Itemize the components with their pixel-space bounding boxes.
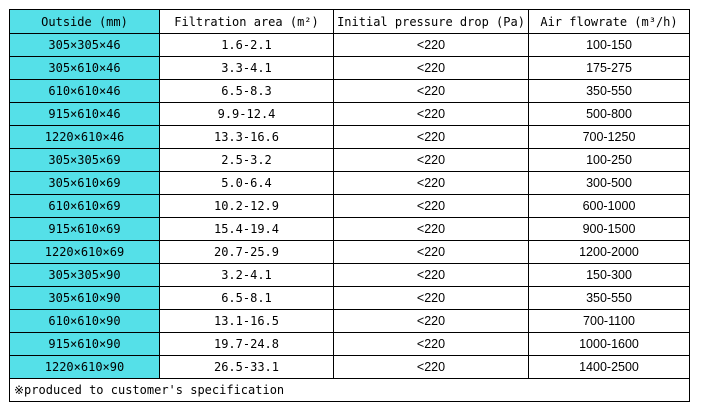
cell-pressure-drop: <220: [333, 263, 529, 287]
header-pressure-drop: Initial pressure drop (Pa): [333, 9, 529, 34]
cell-pressure-drop: <220: [333, 171, 529, 195]
cell-pressure-drop: <220: [333, 148, 529, 172]
cell-outside-dimensions: 610×610×69: [9, 194, 160, 218]
cell-outside-dimensions: 915×610×69: [9, 217, 160, 241]
cell-filtration-area: 19.7-24.8: [159, 332, 334, 356]
cell-outside-dimensions: 610×610×46: [9, 79, 160, 103]
table-row: 610×610×69 10.2-12.9 <220 600-1000: [9, 194, 690, 218]
cell-outside-dimensions: 305×610×46: [9, 56, 160, 80]
cell-pressure-drop: <220: [333, 194, 529, 218]
cell-air-flowrate: 1400-2500: [528, 355, 690, 379]
cell-outside-dimensions: 305×610×69: [9, 171, 160, 195]
cell-filtration-area: 6.5-8.3: [159, 79, 334, 103]
specification-note: ※produced to customer's specification: [9, 378, 690, 402]
cell-outside-dimensions: 305×305×90: [9, 263, 160, 287]
cell-outside-dimensions: 305×305×69: [9, 148, 160, 172]
cell-filtration-area: 10.2-12.9: [159, 194, 334, 218]
header-filtration-area: Filtration area (m²): [159, 9, 334, 34]
table-row: 915×610×69 15.4-19.4 <220 900-1500: [9, 217, 690, 241]
cell-filtration-area: 9.9-12.4: [159, 102, 334, 126]
cell-pressure-drop: <220: [333, 79, 529, 103]
table-row: 305×610×46 3.3-4.1 <220 175-275: [9, 56, 690, 80]
cell-pressure-drop: <220: [333, 102, 529, 126]
cell-air-flowrate: 350-550: [528, 79, 690, 103]
cell-air-flowrate: 700-1100: [528, 309, 690, 333]
cell-air-flowrate: 900-1500: [528, 217, 690, 241]
table-row: 1220×610×46 13.3-16.6 <220 700-1250: [9, 125, 690, 149]
cell-filtration-area: 20.7-25.9: [159, 240, 334, 264]
cell-outside-dimensions: 610×610×90: [9, 309, 160, 333]
table-row: 305×610×90 6.5-8.1 <220 350-550: [9, 286, 690, 310]
table-row: 305×610×69 5.0-6.4 <220 300-500: [9, 171, 690, 195]
table-row: 305×305×90 3.2-4.1 <220 150-300: [9, 263, 690, 287]
table-row: 610×610×46 6.5-8.3 <220 350-550: [9, 79, 690, 103]
cell-pressure-drop: <220: [333, 355, 529, 379]
cell-pressure-drop: <220: [333, 332, 529, 356]
cell-air-flowrate: 100-150: [528, 33, 690, 57]
cell-air-flowrate: 300-500: [528, 171, 690, 195]
cell-filtration-area: 5.0-6.4: [159, 171, 334, 195]
table-row: 1220×610×69 20.7-25.9 <220 1200-2000: [9, 240, 690, 264]
cell-filtration-area: 3.3-4.1: [159, 56, 334, 80]
cell-outside-dimensions: 1220×610×46: [9, 125, 160, 149]
cell-air-flowrate: 500-800: [528, 102, 690, 126]
cell-pressure-drop: <220: [333, 217, 529, 241]
cell-outside-dimensions: 305×305×46: [9, 33, 160, 57]
table-row: 305×305×46 1.6-2.1 <220 100-150: [9, 33, 690, 57]
cell-filtration-area: 2.5-3.2: [159, 148, 334, 172]
cell-air-flowrate: 1200-2000: [528, 240, 690, 264]
cell-filtration-area: 13.3-16.6: [159, 125, 334, 149]
table-row: 915×610×90 19.7-24.8 <220 1000-1600: [9, 332, 690, 356]
cell-air-flowrate: 100-250: [528, 148, 690, 172]
cell-air-flowrate: 175-275: [528, 56, 690, 80]
cell-pressure-drop: <220: [333, 240, 529, 264]
header-air-flowrate: Air flowrate (m³/h): [528, 9, 690, 34]
cell-filtration-area: 26.5-33.1: [159, 355, 334, 379]
cell-air-flowrate: 350-550: [528, 286, 690, 310]
cell-air-flowrate: 700-1250: [528, 125, 690, 149]
cell-outside-dimensions: 305×610×90: [9, 286, 160, 310]
cell-filtration-area: 1.6-2.1: [159, 33, 334, 57]
cell-air-flowrate: 150-300: [528, 263, 690, 287]
filter-spec-table: Outside (mm) Filtration area (m²) Initia…: [9, 9, 690, 402]
table-body: Outside (mm) Filtration area (m²) Initia…: [9, 9, 690, 402]
cell-filtration-area: 6.5-8.1: [159, 286, 334, 310]
cell-filtration-area: 15.4-19.4: [159, 217, 334, 241]
table-row: 305×305×69 2.5-3.2 <220 100-250: [9, 148, 690, 172]
cell-filtration-area: 13.1-16.5: [159, 309, 334, 333]
cell-outside-dimensions: 915×610×46: [9, 102, 160, 126]
header-row: Outside (mm) Filtration area (m²) Initia…: [9, 9, 690, 34]
cell-air-flowrate: 600-1000: [528, 194, 690, 218]
cell-outside-dimensions: 1220×610×90: [9, 355, 160, 379]
cell-pressure-drop: <220: [333, 33, 529, 57]
cell-pressure-drop: <220: [333, 309, 529, 333]
cell-pressure-drop: <220: [333, 125, 529, 149]
table-row: 1220×610×90 26.5-33.1 <220 1400-2500: [9, 355, 690, 379]
cell-pressure-drop: <220: [333, 286, 529, 310]
table-row: 610×610×90 13.1-16.5 <220 700-1100: [9, 309, 690, 333]
header-outside: Outside (mm): [9, 9, 160, 34]
note-row: ※produced to customer's specification: [9, 378, 690, 402]
cell-outside-dimensions: 915×610×90: [9, 332, 160, 356]
cell-filtration-area: 3.2-4.1: [159, 263, 334, 287]
table-row: 915×610×46 9.9-12.4 <220 500-800: [9, 102, 690, 126]
cell-pressure-drop: <220: [333, 56, 529, 80]
cell-air-flowrate: 1000-1600: [528, 332, 690, 356]
cell-outside-dimensions: 1220×610×69: [9, 240, 160, 264]
